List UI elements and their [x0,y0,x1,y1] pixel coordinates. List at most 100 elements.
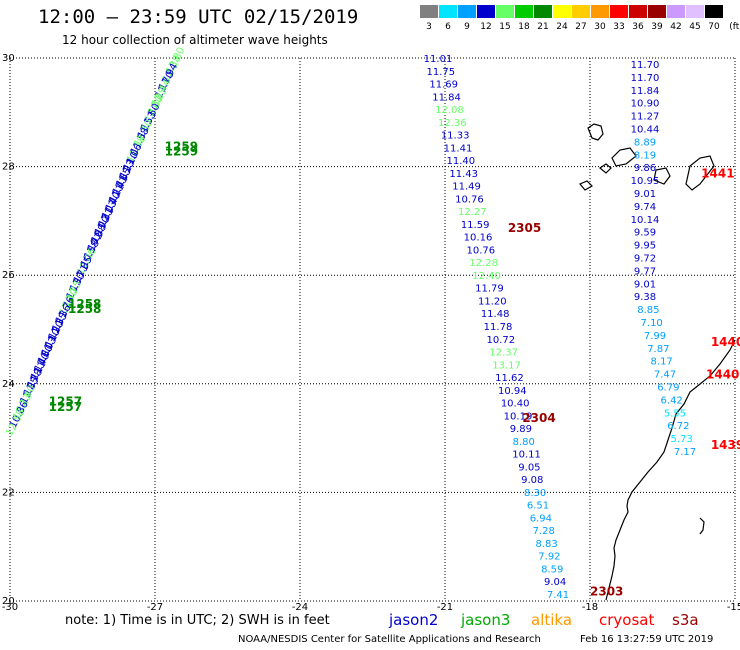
time-label: 1259 [165,139,198,153]
wave-height-reading: 8.80 [513,437,535,448]
legend-swatch [648,5,666,18]
wave-height-reading: 10.76 [455,194,484,205]
wave-height-reading: 11.78 [484,322,513,333]
wave-height-reading: 7.87 [647,344,669,355]
lon-tick-label: -15 [727,602,740,613]
lon-tick-label: -30 [2,602,18,613]
legend-swatch [439,5,457,18]
wave-height-reading: 6.94 [530,513,552,524]
lat-tick-label: 26 [2,270,15,281]
legend-swatch [515,5,533,18]
lon-tick-label: -27 [147,602,163,613]
legend-label: 36 [632,22,644,32]
wave-height-reading: 10.11 [512,450,541,461]
wave-height-reading: 7.28 [533,526,555,537]
legend-label: 33 [613,22,625,32]
time-label: 1258 [68,297,101,311]
legend-label: 6 [445,22,451,32]
africa-cape [699,517,705,535]
lat-tick-label: 22 [2,487,15,498]
wave-height-reading: 9.89 [510,424,532,435]
wave-height-reading: 7.17 [674,447,696,458]
wave-height-reading: 12.58 [4,408,27,438]
wave-height-reading: 10.72 [487,335,516,346]
wave-height-reading: 9.72 [634,254,656,265]
wave-height-reading: 10.40 [501,399,530,410]
canary-island-fuerteventura [685,155,715,191]
legend-unit: (ft) [729,22,740,32]
coastline [579,123,736,601]
legend-swatch [477,5,495,18]
wave-height-reading: 12.40 [472,271,501,282]
legend-swatch [610,5,628,18]
wave-height-reading: 10.16 [464,233,493,244]
wave-height-reading: 6.42 [661,395,683,406]
canary-island-la-palma [587,123,604,141]
legend-swatch [534,5,552,18]
wave-height-reading: 8.59 [541,564,563,575]
legend-label: 30 [594,22,606,32]
wave-height-reading: 11.84 [432,92,461,103]
legend-label: 45 [689,22,701,32]
chart-title: 12:00 – 23:59 UTC 02/15/2019 [38,6,359,28]
canary-island-hierro [579,180,593,191]
wave-height-reading: 6.51 [527,501,549,512]
legend-label: 18 [518,22,530,32]
wave-height-reading: 11.75 [427,67,456,78]
wave-height-reading: 11.43 [449,169,478,180]
wave-height-reading: 11.01 [424,54,453,65]
wave-height-reading: 10.90 [631,99,660,110]
wave-height-reading: 11.40 [447,156,476,167]
wave-height-reading: 9.95 [634,241,656,252]
wave-height-reading: 9.77 [634,266,656,277]
legend-swatch [667,5,685,18]
legend-label: 12 [480,22,492,32]
wave-height-reading: 10.76 [467,245,496,256]
wave-height-reading: 8.30 [524,488,546,499]
lat-tick-label: 24 [2,379,15,390]
time-label: 2303 [590,585,623,599]
wave-height-reading: 12.36 [438,118,467,129]
legend-label: 42 [670,22,682,32]
legend-label: 3 [426,22,432,32]
wave-height-reading: 12.27 [458,207,487,218]
legend-swatch [686,5,704,18]
time-label: 1439 [711,438,740,452]
time-label: 1259 [165,145,198,159]
track-west: 12.8012.3811.9411.7012.4412.0512.0011.50… [4,46,198,438]
wave-height-reading: 7.47 [654,370,676,381]
lon-tick-label: -18 [582,602,598,613]
wave-height-reading: 9.01 [634,279,656,290]
legend-label: 15 [499,22,511,32]
canary-island-tenerife [611,147,637,167]
wave-height-reading: 6.79 [657,383,679,394]
satellite-cryosat: cryosat [599,611,655,629]
wave-height-reading: 10.14 [631,215,660,226]
note-text: note: 1) Time is in UTC; 2) SWH is in fe… [65,613,330,628]
lat-lon-grid: -30 -27 -24 -21 -18 -15 30 28 26 24 22 20 [2,53,740,613]
satellite-jason2: jason2 [389,611,439,629]
wave-height-reading: 8.83 [535,539,557,550]
wave-height-reading: 11.62 [495,373,524,384]
wave-height-reading: 12.08 [435,105,464,116]
wave-height-reading: 9.01 [634,189,656,200]
legend-swatch [591,5,609,18]
wave-height-tracks: 12.8012.3811.9411.7012.4412.0512.0011.50… [4,46,740,601]
wave-height-reading: 11.59 [461,220,490,231]
wave-height-reading: 11.79 [475,284,504,295]
track-east: 11.70 11.70 11.84 10.90 11.27 10.448.89 8.19 9.… [631,60,740,458]
lat-tick-label: 28 [2,162,15,173]
time-label: 2304 [522,411,555,425]
wave-height-reading: 10.44 [631,125,660,136]
wave-height-reading: 11.70 [631,60,660,71]
wave-height-reading: 11.49 [452,182,481,193]
time-label: 1258 [68,302,101,316]
time-label: 1441 [701,166,734,180]
wave-height-reading: 7.41 [547,590,569,601]
chart-subtitle: 12 hour collection of altimeter wave hei… [62,33,328,47]
footer-generated-time: Feb 16 13:27:59 UTC 2019 [580,634,714,645]
wave-height-reading: 7.99 [644,331,666,342]
canary-island-gran-canaria [653,167,671,185]
